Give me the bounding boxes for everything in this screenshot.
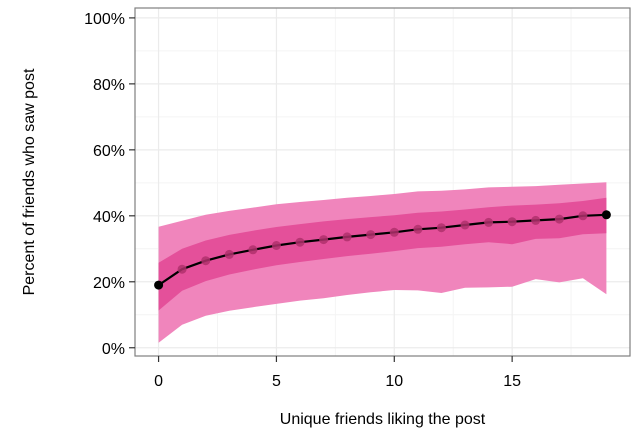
data-point — [201, 256, 211, 266]
y-tick-label: 60% — [93, 143, 125, 160]
x-tick-label: 15 — [503, 373, 521, 390]
y-tick-label: 80% — [93, 77, 125, 94]
data-point — [554, 214, 564, 224]
y-tick-label: 40% — [93, 209, 125, 226]
x-tick-label: 0 — [154, 373, 163, 390]
data-point — [460, 220, 470, 230]
data-point — [436, 223, 446, 233]
x-tick-label: 5 — [272, 373, 281, 390]
x-axis-title: Unique friends liking the post — [280, 411, 486, 428]
x-tick-label: 10 — [385, 373, 403, 390]
data-point — [507, 217, 517, 227]
inner-band — [158, 197, 607, 311]
y-tick-label: 0% — [102, 341, 125, 358]
data-point — [578, 211, 588, 221]
data-point — [271, 241, 281, 250]
data-point — [154, 280, 164, 290]
data-point — [342, 232, 352, 242]
data-point — [295, 237, 305, 247]
data-point — [601, 210, 611, 220]
y-tick-label: 20% — [93, 275, 125, 292]
data-point — [531, 215, 541, 225]
axes: 0% 20% 40% 60% 80% 100% 0 5 10 15 — [84, 11, 521, 390]
data-point — [224, 249, 234, 259]
data-point — [366, 230, 376, 240]
data-point — [389, 227, 399, 237]
plot-panel-border — [134, 7, 631, 357]
panel-border — [134, 7, 631, 357]
data-points — [154, 210, 611, 290]
data-point — [484, 217, 494, 227]
data-point — [319, 235, 329, 245]
y-tick-label: 100% — [84, 11, 125, 28]
data-point — [248, 245, 258, 255]
data-point — [413, 224, 423, 234]
y-axis-title: Percent of friends who saw post — [21, 68, 38, 295]
data-point — [177, 264, 187, 274]
